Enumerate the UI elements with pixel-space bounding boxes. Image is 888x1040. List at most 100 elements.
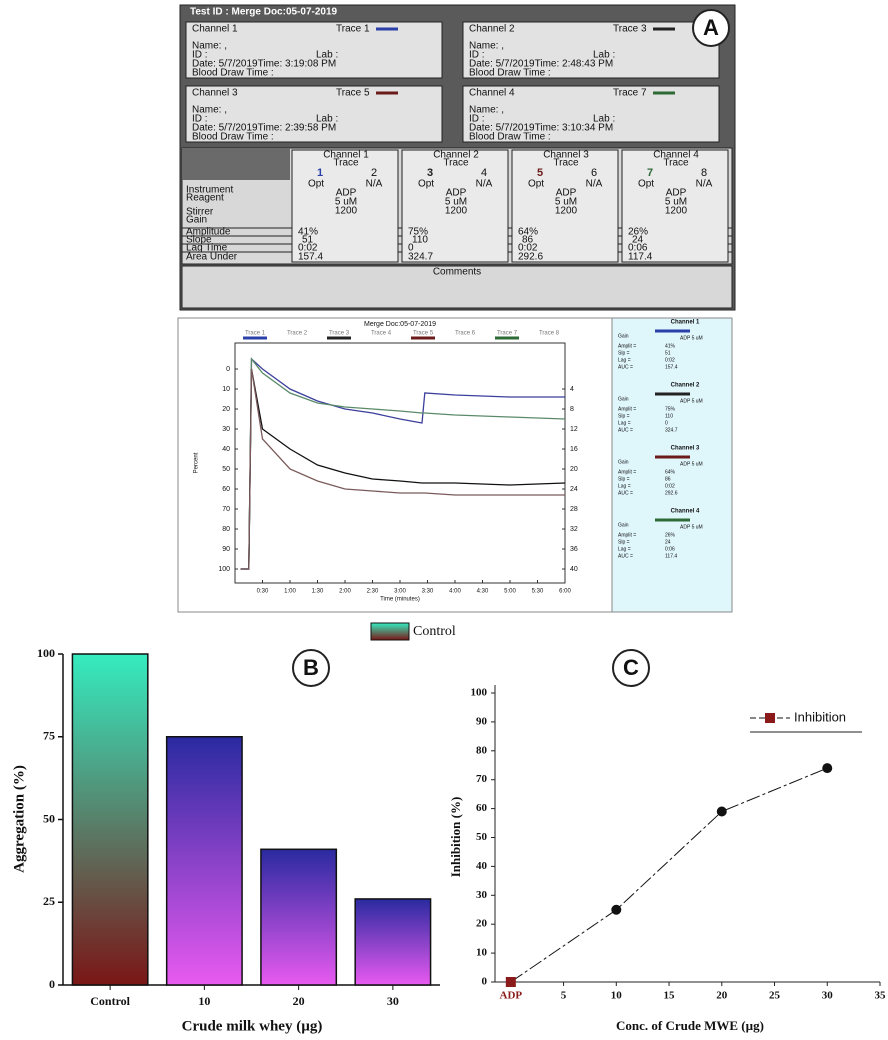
side-value: 0 — [665, 420, 668, 426]
side-value: 75% — [665, 406, 676, 412]
side-label: Slp = — [618, 350, 630, 356]
x-tick-label: 10 — [611, 990, 623, 1002]
side-title: Channel 1 — [671, 320, 700, 326]
trace-legend: Trace 2 — [287, 331, 308, 337]
x-axis-label: Time (minutes) — [380, 597, 420, 603]
x-axis-label: Conc. of Crude MWE (µg) — [616, 1018, 764, 1033]
y-tick-label: 30 — [476, 889, 488, 901]
trace-number: 5 — [537, 167, 543, 179]
comments: Comments — [433, 267, 481, 278]
na: N/A — [366, 179, 383, 190]
blood-draw: Blood Draw Time : — [192, 68, 274, 79]
side-value: 51 — [665, 350, 671, 356]
area-under: 157.4 — [298, 252, 323, 263]
channel-title: Channel 2 — [469, 24, 515, 35]
side-reagent: ADP 5 uM — [680, 524, 703, 530]
side-label: Amplit = — [618, 406, 636, 412]
y-tick-label: 75 — [43, 729, 55, 743]
trace-legend: Trace 5 — [413, 331, 434, 337]
opt: Opt — [418, 179, 434, 190]
y-axis-label: Inhibition (%) — [448, 797, 463, 878]
row-label: Gain — [186, 215, 207, 226]
y-tick-label: 50 — [476, 831, 488, 843]
legend-label: Control — [413, 624, 456, 639]
y2-tick-label: 20 — [570, 466, 578, 473]
side-label: Amplit = — [618, 343, 636, 349]
legend-label: Inhibition — [794, 709, 846, 724]
opt: Opt — [308, 179, 324, 190]
side-label: AUC = — [618, 427, 633, 433]
side-value: 157.4 — [665, 364, 678, 370]
slope: 110 — [412, 235, 428, 246]
side-value: 41% — [665, 343, 676, 349]
column-trace: Trace — [553, 158, 579, 169]
x-tick-label: 20 — [293, 994, 305, 1008]
y-tick-label: 30 — [222, 426, 230, 433]
y-tick-label: 60 — [476, 802, 488, 814]
side-value: 110 — [665, 413, 673, 419]
side-value: 324.7 — [665, 427, 678, 433]
trace-number: 2 — [371, 167, 377, 179]
side-label: AUC = — [618, 553, 633, 559]
stirrer: 1200 — [555, 206, 578, 217]
side-label: Lag = — [618, 357, 631, 363]
table-corner — [182, 148, 290, 180]
y2-tick-label: 12 — [570, 426, 578, 433]
side-label: Slp = — [618, 539, 630, 545]
side-label: Gain — [618, 333, 629, 339]
y-tick-label: 40 — [222, 446, 230, 453]
stirrer: 1200 — [665, 206, 688, 217]
x-tick-label: 25 — [769, 990, 781, 1002]
side-title: Channel 3 — [671, 446, 700, 452]
marker — [822, 763, 832, 773]
trace-number: 6 — [591, 167, 597, 179]
trace-legend: Trace 6 — [455, 331, 476, 337]
channel-title: Channel 3 — [192, 88, 238, 99]
trace-legend: Trace 1 — [245, 331, 266, 337]
column-trace: Trace — [443, 158, 469, 169]
test-id: Test ID : Merge Doc:05-07-2019 — [190, 7, 338, 18]
side-reagent: ADP 5 uM — [680, 461, 703, 467]
trace-number: 8 — [701, 167, 707, 179]
y-tick-label: 50 — [43, 811, 55, 825]
side-label: Gain — [618, 522, 629, 528]
trace-number: 1 — [317, 167, 323, 179]
side-value: 0:06 — [665, 546, 675, 552]
side-value: 292.6 — [665, 490, 678, 496]
area-under: 324.7 — [408, 252, 433, 263]
bar — [72, 654, 147, 985]
panel-letter: C — [623, 655, 639, 680]
x-tick-label: 0:30 — [257, 589, 269, 595]
y2-tick-label: 36 — [570, 546, 578, 553]
y-tick-label: 90 — [476, 715, 488, 727]
x-tick-label: 4:30 — [477, 589, 489, 595]
na: N/A — [476, 179, 493, 190]
legend-marker — [765, 713, 775, 723]
y-tick-label: 70 — [222, 506, 230, 513]
bar — [167, 737, 242, 985]
side-title: Channel 4 — [671, 509, 700, 515]
side-label: Lag = — [618, 420, 631, 426]
side-value: 24 — [665, 539, 671, 545]
side-label: Slp = — [618, 413, 630, 419]
x-tick-label: 5 — [561, 990, 567, 1002]
trace-number: 3 — [427, 167, 433, 179]
y-axis-label: Percent — [194, 452, 200, 473]
na: N/A — [696, 179, 713, 190]
side-reagent: ADP 5 uM — [680, 335, 703, 341]
channel-title: Channel 1 — [192, 24, 238, 35]
trace-legend: Trace 3 — [329, 331, 350, 337]
y-tick-label: 0 — [226, 366, 230, 373]
blood-draw: Blood Draw Time : — [192, 132, 274, 143]
series-line — [511, 768, 828, 982]
blood-draw: Blood Draw Time : — [469, 132, 551, 143]
x-tick-label: 3:00 — [394, 589, 406, 595]
marker — [611, 905, 621, 915]
y2-tick-label: 32 — [570, 526, 578, 533]
side-reagent: ADP 5 uM — [680, 398, 703, 404]
column-trace: Trace — [663, 158, 689, 169]
y-axis-label: Aggregation (%) — [11, 765, 27, 873]
side-label: AUC = — [618, 490, 633, 496]
bar — [261, 849, 336, 985]
x-tick-label: 5:30 — [532, 589, 544, 595]
